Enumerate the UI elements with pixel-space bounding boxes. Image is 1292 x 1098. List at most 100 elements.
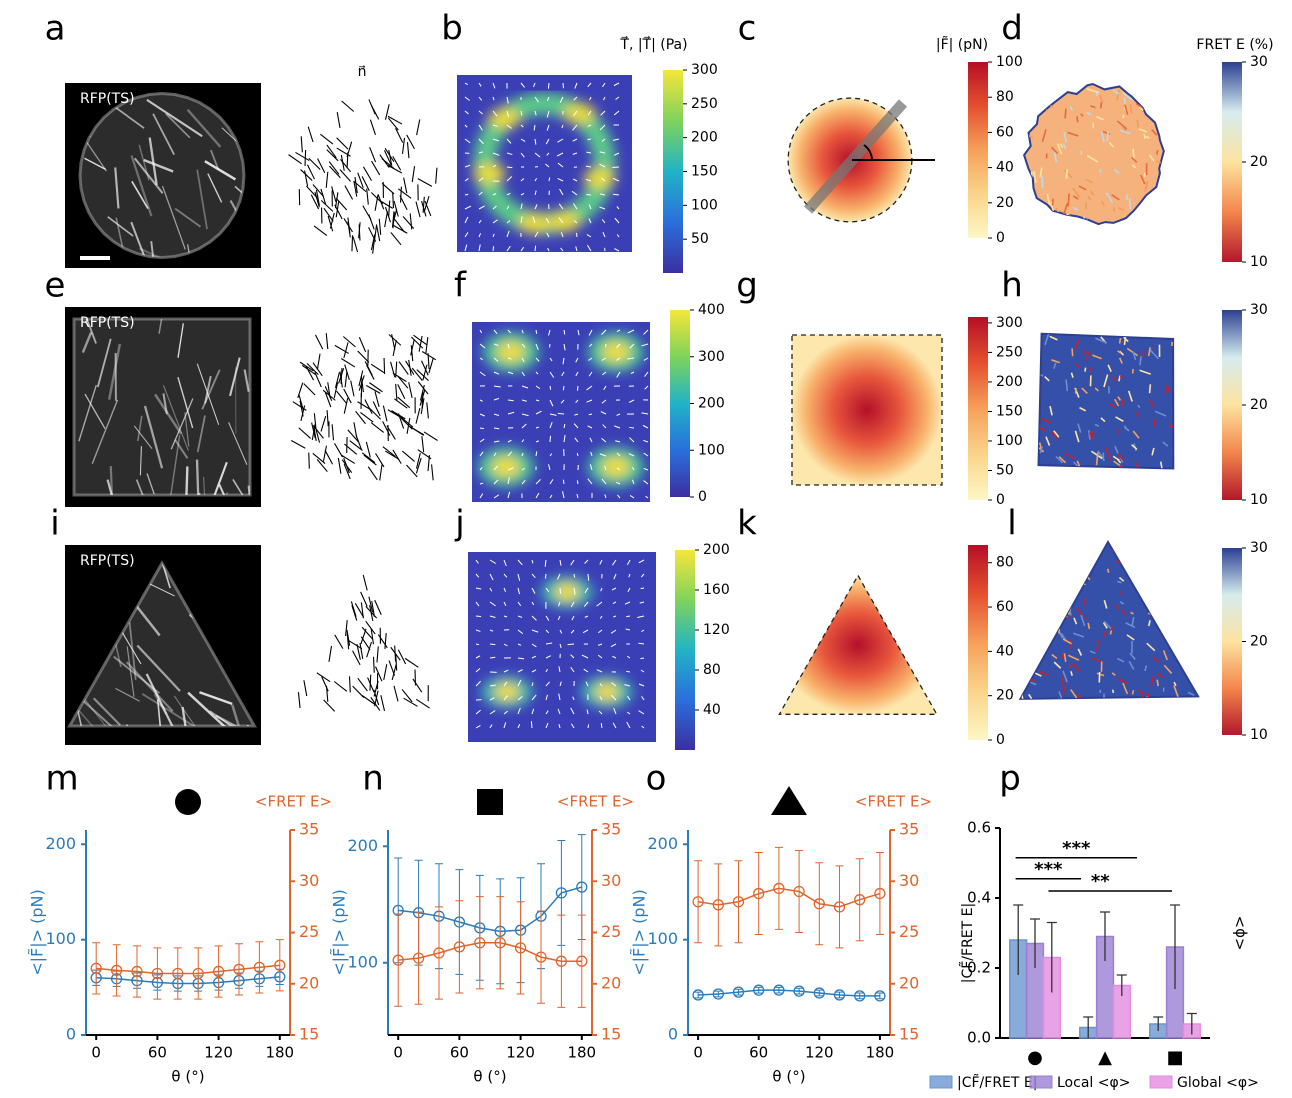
- panel-label: a: [45, 9, 66, 49]
- colorbar-tick-label: 0: [698, 489, 707, 505]
- colorbar-tick-label: 30: [1250, 540, 1268, 556]
- fret-fleck: [1045, 498, 1050, 502]
- colorbar-tick-label: 100: [996, 433, 1023, 449]
- director: [335, 635, 343, 649]
- colorbar-tick-label: 10: [1250, 492, 1268, 508]
- fret-fleck: [1038, 634, 1045, 644]
- series-line: [398, 943, 582, 961]
- director: [344, 398, 347, 414]
- y2-tick-label: 30: [601, 871, 621, 890]
- fret-fleck: [1030, 716, 1031, 721]
- fret-fleck: [1150, 721, 1155, 726]
- fret-fleck: [1134, 578, 1136, 585]
- fret-fleck: [1010, 484, 1012, 488]
- traction-map: [457, 75, 632, 252]
- fret-fleck: [1165, 270, 1168, 281]
- director: [392, 411, 406, 419]
- director: [428, 455, 429, 471]
- x-tick-label: 60: [450, 1044, 469, 1062]
- fret-fleck: [1024, 274, 1025, 279]
- fret-fleck: [1014, 151, 1015, 157]
- director: [318, 158, 325, 172]
- panel-label: n: [362, 759, 384, 799]
- director: [401, 187, 402, 203]
- fret-fleck: [1022, 589, 1025, 592]
- director: [385, 451, 399, 459]
- fret-fleck: [1183, 255, 1188, 265]
- series: [693, 985, 885, 1001]
- director: [362, 453, 375, 463]
- fret-fleck: [1149, 324, 1154, 329]
- y-tick-label: 200: [647, 834, 678, 853]
- fret-fleck: [1036, 634, 1037, 643]
- fret-fleck: [1066, 715, 1077, 719]
- fret-fleck: [1119, 313, 1120, 318]
- fret-fleck: [1142, 538, 1143, 550]
- x-tick-label: 120: [805, 1044, 834, 1062]
- traction-arrow: [550, 386, 551, 390]
- colorbar-tick-label: 0: [996, 732, 1005, 748]
- fret-fleck: [1172, 626, 1176, 628]
- series: [91, 940, 285, 999]
- director: [329, 646, 332, 662]
- fret-fleck: [1029, 513, 1031, 519]
- colorbar: [1222, 310, 1242, 500]
- colorbar-tick-label: 300: [996, 315, 1023, 331]
- hotspot: [602, 457, 630, 477]
- fret-fleck: [1177, 104, 1179, 115]
- fret-fleck: [1024, 212, 1026, 215]
- director: [308, 127, 313, 142]
- traction-arrow: [535, 246, 536, 251]
- director: [358, 678, 368, 691]
- traction-arrow: [563, 386, 564, 390]
- page: { "panel_labels": ["a","b","c","d","e","…: [0, 0, 1292, 1098]
- fret-fleck: [1159, 109, 1162, 119]
- fret-fleck: [1165, 727, 1168, 735]
- force-map: [792, 335, 942, 485]
- fret-fleck: [1024, 117, 1028, 121]
- y2-tick-label: 30: [899, 871, 919, 890]
- fret-fleck: [1150, 384, 1151, 393]
- fret-fleck: [1111, 308, 1116, 310]
- x-tick-label: 120: [506, 1044, 535, 1062]
- fret-fleck: [1169, 721, 1172, 724]
- fret-fleck: [1036, 223, 1038, 226]
- traction-arrow: [588, 724, 589, 728]
- panel-label: o: [646, 759, 667, 799]
- fret-fleck: [1041, 310, 1043, 314]
- fret-fleck: [1176, 447, 1179, 454]
- y-tick-label: 0: [668, 1025, 678, 1044]
- traction-arrow: [465, 194, 468, 195]
- fret-fleck: [1180, 303, 1183, 312]
- y-tick-label: 100: [45, 929, 76, 948]
- director: [404, 178, 407, 194]
- fret-fleck: [1137, 75, 1143, 79]
- director: [407, 142, 408, 158]
- director: [342, 101, 354, 112]
- fret-fleck: [1044, 713, 1054, 721]
- fret-fleck: [1105, 499, 1113, 509]
- fret-fleck: [1148, 267, 1149, 279]
- director: [363, 167, 371, 181]
- fret-fleck: [1073, 500, 1074, 505]
- director: [422, 352, 436, 360]
- fret-fleck: [1064, 606, 1066, 615]
- fret-fleck: [1154, 605, 1156, 615]
- fret-fleck: [1112, 490, 1116, 492]
- x-tick-label: ■: [1166, 1047, 1183, 1068]
- director: [334, 443, 342, 457]
- fret-fleck: [1162, 135, 1167, 139]
- colorbar-tick-label: 100: [996, 54, 1023, 70]
- director: [305, 150, 306, 166]
- fret-fleck: [1114, 744, 1117, 748]
- fret-fleck: [1122, 225, 1128, 228]
- fret-fleck: [1133, 212, 1136, 223]
- fret-fleck: [1069, 243, 1072, 246]
- fret-fleck: [1023, 198, 1024, 202]
- fret-map: [1009, 298, 1196, 524]
- fret-fleck: [1068, 240, 1071, 241]
- traction-arrow: [588, 574, 589, 581]
- series-line: [96, 965, 280, 973]
- fret-fleck: [1077, 116, 1078, 122]
- fret-fleck: [1026, 77, 1032, 85]
